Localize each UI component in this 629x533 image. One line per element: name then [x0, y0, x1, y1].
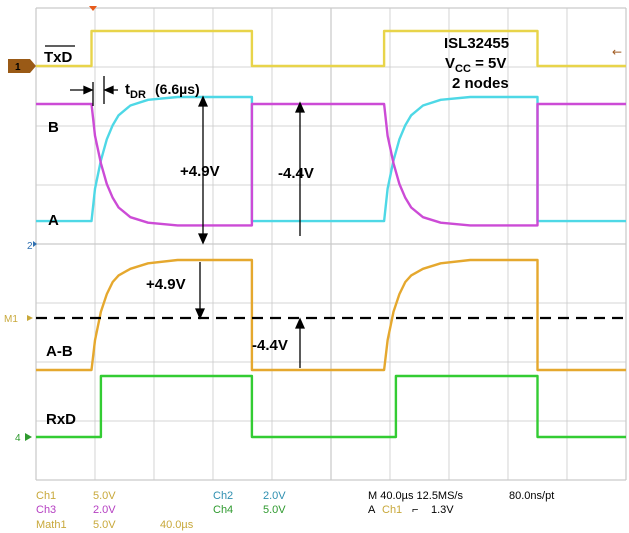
annotation-arrows — [70, 76, 306, 368]
ab-neg-arrowhead-top — [294, 101, 306, 113]
timebase-readout: M 40.0µs 12.5MS/s — [368, 490, 463, 502]
trigger-level-arrow: ← — [612, 45, 622, 59]
channel-markers: 1 2 M1 4 ← — [4, 6, 622, 444]
m1-marker-label: M1 — [4, 314, 18, 325]
ch4-marker-label: 4 — [15, 433, 21, 444]
ab-pos-label: +4.9V — [180, 163, 220, 180]
readout-ch4-value: 5.0V — [263, 504, 286, 516]
tdr-label: tDR — [125, 81, 146, 101]
readout-ch2-label: Ch2 — [213, 490, 233, 502]
ch4-marker-arrow — [25, 433, 32, 441]
trigger-slope-icon: ⌐ — [412, 504, 418, 516]
readout-ch1-label: Ch1 — [36, 490, 56, 502]
ch2-marker-arrow — [33, 241, 37, 247]
readout-ch4-label: Ch4 — [213, 504, 233, 516]
readout-ch1-value: 5.0V — [93, 490, 116, 502]
chart-annotations: tDR (6.6µs) +4.9V -4.4V +4.9V -4.4V ISL3… — [125, 35, 509, 354]
math-pos-label: +4.9V — [146, 276, 186, 293]
readout-math1-time: 40.0µs — [160, 519, 194, 531]
txd-label: TxD — [44, 49, 73, 66]
math-neg-label: -4.4V — [252, 337, 288, 354]
trigger-level: 1.3V — [431, 504, 454, 516]
ab-pos-arrowhead-top — [197, 95, 209, 107]
readout-ch3-value: 2.0V — [93, 504, 116, 516]
channel-labels: TxD B A A-B RxD — [44, 45, 76, 428]
ab-pos-arrowhead-bottom — [197, 233, 209, 245]
ch1-marker-box — [8, 59, 30, 73]
b-label: B — [48, 119, 59, 136]
ch1-marker-arrow — [30, 59, 36, 73]
m1-marker-arrow — [27, 315, 33, 321]
ch2-marker-label: 2 — [27, 241, 33, 252]
tdr-right-arrowhead — [103, 85, 114, 95]
vcc-line: VCC = 5V — [445, 55, 506, 75]
trace-a — [36, 95, 626, 223]
a-label: A — [48, 212, 59, 229]
trigger-channel: Ch1 — [382, 504, 402, 516]
trigger-position-marker — [89, 6, 97, 11]
nodes-line: 2 nodes — [452, 75, 509, 92]
resolution-readout: 80.0ns/pt — [509, 490, 554, 502]
readout-ch2-value: 2.0V — [263, 490, 286, 502]
traces — [36, 29, 626, 439]
ch1-marker-label: 1 — [15, 62, 21, 73]
trace-rxd — [36, 374, 626, 439]
grid — [35, 7, 627, 481]
readout-math1-label: Math1 — [36, 519, 67, 531]
math-pos-arrowhead — [194, 308, 206, 320]
trace-a-b — [36, 258, 626, 372]
tdr-left-arrowhead — [83, 85, 94, 95]
trigger-a-label: A — [368, 504, 376, 516]
scale-readouts: Ch1 5.0V Ch2 2.0V Ch3 2.0V Ch4 5.0V Math… — [36, 490, 554, 531]
rxd-label: RxD — [46, 411, 76, 428]
trace-txd — [36, 29, 626, 68]
readout-ch3-label: Ch3 — [36, 504, 56, 516]
ab-neg-label: -4.4V — [278, 165, 314, 182]
readout-math1-value: 5.0V — [93, 519, 116, 531]
a-minus-b-label: A-B — [46, 343, 73, 360]
chart-title: ISL32455 — [444, 35, 509, 52]
math-neg-arrowhead — [294, 317, 306, 329]
trace-b — [36, 102, 626, 227]
tdr-value: (6.6µs) — [155, 81, 200, 97]
